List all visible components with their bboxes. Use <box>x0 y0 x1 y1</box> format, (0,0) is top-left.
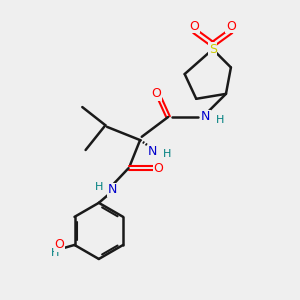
Text: N: N <box>107 183 117 196</box>
Text: H: H <box>216 115 224 124</box>
Text: H: H <box>94 182 103 192</box>
Text: H: H <box>163 149 171 159</box>
Text: O: O <box>190 20 200 33</box>
Text: O: O <box>55 238 64 251</box>
Text: S: S <box>209 43 217 56</box>
Text: O: O <box>226 20 236 33</box>
Text: N: N <box>148 145 157 158</box>
Text: O: O <box>152 87 161 101</box>
Text: H: H <box>50 248 59 258</box>
Text: N: N <box>201 110 210 124</box>
Text: O: O <box>153 162 163 175</box>
